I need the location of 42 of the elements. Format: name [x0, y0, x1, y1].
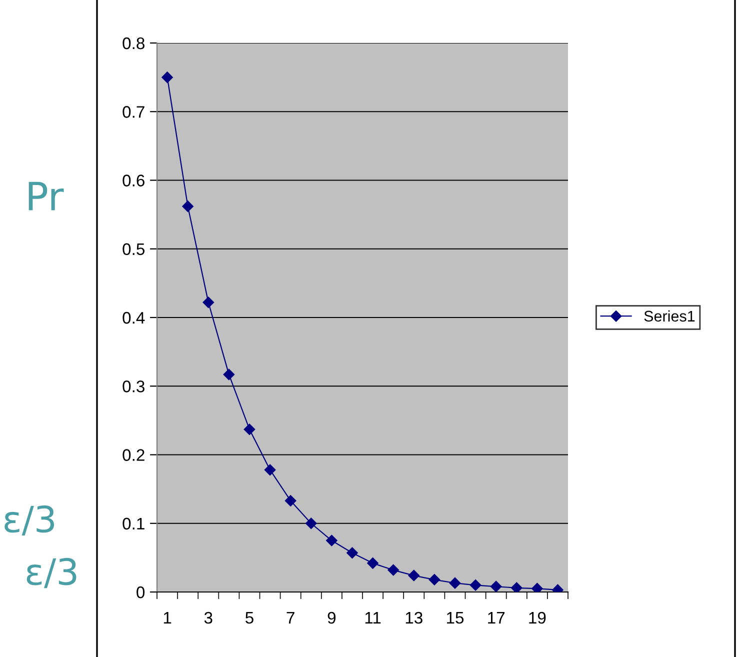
y-tick-label: 0.6	[122, 174, 144, 186]
y-tick-label: 0.2	[122, 449, 144, 461]
y-tick-label: 0.5	[122, 243, 144, 256]
x-tick-label: 5	[246, 612, 254, 624]
point	[264, 464, 276, 476]
point	[388, 564, 399, 576]
point	[428, 574, 440, 586]
point	[306, 518, 317, 529]
x-tick-label: 9	[328, 612, 336, 624]
x-tick-label: 11	[365, 612, 381, 624]
point	[449, 577, 461, 589]
x-tick-label: 7	[286, 612, 294, 624]
text: ε/3	[4, 505, 54, 536]
point	[367, 558, 378, 569]
point	[326, 534, 338, 546]
y-tick-label: 0.4	[122, 312, 145, 324]
text: ε/3	[26, 558, 76, 588]
point	[470, 580, 482, 591]
x-tick-label: 19	[529, 612, 546, 624]
x-tick-label: 15	[446, 612, 464, 624]
y-tick-label: 0.8	[122, 37, 144, 50]
point	[532, 582, 543, 592]
y-tick-label: 0.1	[122, 518, 144, 530]
point	[244, 424, 256, 435]
y-tick-label: 0.7	[122, 106, 144, 118]
y-tick-label: 0.3	[122, 380, 144, 392]
point	[511, 582, 522, 592]
point	[162, 72, 173, 83]
point	[223, 368, 235, 380]
point	[408, 570, 420, 582]
point	[202, 296, 214, 308]
x-tick-label: 13	[406, 612, 422, 624]
point	[182, 200, 194, 212]
legend-label: Series1	[644, 310, 695, 322]
x-tick-label: 17	[488, 612, 505, 624]
y-tick-label: 0	[136, 586, 145, 598]
point	[346, 547, 358, 558]
point	[284, 495, 296, 506]
point	[490, 580, 502, 592]
text: Pr	[28, 182, 64, 210]
x-tick-label: 1	[164, 612, 172, 624]
x-tick-label: 3	[204, 612, 212, 624]
